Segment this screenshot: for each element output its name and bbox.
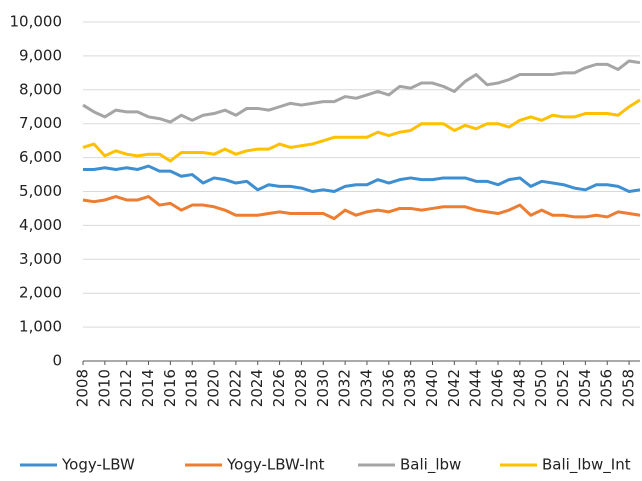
x-tick-label: 2008 <box>74 369 92 407</box>
x-tick-label: 2016 <box>161 369 179 407</box>
x-tick-label: 2048 <box>510 369 528 407</box>
y-tick-label: 3,000 <box>19 250 62 268</box>
y-tick-label: 5,000 <box>19 182 62 200</box>
y-tick-label: 7,000 <box>19 114 62 132</box>
x-tick-label: 2054 <box>576 369 594 407</box>
x-tick-label: 2012 <box>117 369 135 407</box>
x-tick-label: 2028 <box>292 369 310 407</box>
y-tick-label: 9,000 <box>19 46 62 64</box>
y-tick-label: 2,000 <box>19 284 62 302</box>
legend-label: Bali_lbw <box>400 456 461 475</box>
series-line <box>82 195 641 221</box>
x-tick-label: 2038 <box>401 369 419 407</box>
legend-label: Yogy-LBW <box>61 456 135 474</box>
x-tick-label: 2036 <box>379 369 397 407</box>
x-tick-label: 2022 <box>226 369 244 407</box>
x-tick-label: 2044 <box>467 369 485 407</box>
x-tick-label: 2034 <box>357 369 375 407</box>
legend-label: Bali_lbw_Int <box>542 456 631 475</box>
legend-label: Yogy-LBW-Int <box>226 456 325 474</box>
y-tick-label: 4,000 <box>19 216 62 234</box>
x-tick-label: 2046 <box>489 369 507 407</box>
x-tick-label: 2020 <box>205 369 223 407</box>
y-tick-label: 0 <box>52 352 62 370</box>
x-tick-label: 2042 <box>445 369 463 407</box>
x-tick-label: 2050 <box>532 369 550 407</box>
y-tick-label: 10,000 <box>10 13 63 31</box>
x-tick-label: 2014 <box>139 369 157 407</box>
x-tick-label: 2024 <box>248 369 266 407</box>
x-tick-label: 2056 <box>598 369 616 407</box>
series-line <box>82 59 641 124</box>
x-tick-label: 2032 <box>336 369 354 407</box>
y-tick-label: 8,000 <box>19 80 62 98</box>
x-tick-label: 2026 <box>270 369 288 407</box>
series-line <box>82 98 641 163</box>
y-tick-label: 1,000 <box>19 318 62 336</box>
x-tick-label: 2040 <box>423 369 441 407</box>
x-tick-label: 2058 <box>620 369 638 407</box>
series-line <box>83 164 641 193</box>
x-tick-label: 2052 <box>554 369 572 407</box>
x-tick-label: 2010 <box>95 369 113 407</box>
y-tick-label: 6,000 <box>19 148 62 166</box>
x-tick-label: 2018 <box>183 369 201 407</box>
x-tick-label: 2030 <box>314 369 332 407</box>
